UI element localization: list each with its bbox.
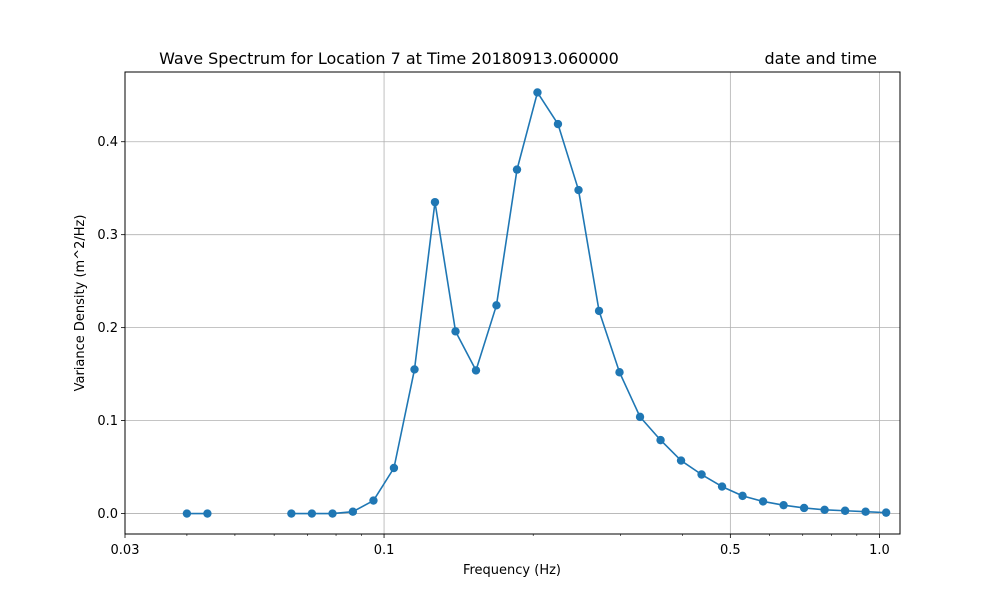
axis-ticks: 0.03 0.1 0.5 1.0 0.0 0.1 0.2 0.3 0.4	[97, 135, 890, 558]
data-point	[287, 509, 296, 518]
data-point	[533, 88, 542, 97]
y-tick-label: 0.4	[97, 135, 118, 150]
data-point	[779, 500, 788, 510]
data-point	[492, 301, 501, 310]
data-point	[738, 491, 747, 501]
data-point	[594, 306, 604, 316]
data-point	[840, 506, 850, 515]
data-point	[369, 496, 378, 505]
data-point	[820, 505, 829, 515]
data-point	[697, 470, 706, 479]
chart-title: Wave Spectrum for Location 7 at Time 201…	[159, 49, 619, 68]
data-point	[676, 456, 686, 465]
y-tick-label: 0.1	[97, 414, 118, 429]
grid	[124, 72, 900, 534]
data-point	[553, 119, 563, 129]
y-tick-label: 0.0	[97, 507, 118, 522]
x-tick-label: 0.1	[374, 543, 395, 558]
x-axis-label: Frequency (Hz)	[463, 563, 561, 578]
x-tick-label: 0.03	[111, 543, 140, 558]
chart-title-right: date and time	[765, 49, 878, 68]
data-point	[471, 366, 481, 375]
y-axis-label: Variance Density (m^2/Hz)	[73, 215, 88, 392]
data-point	[389, 463, 399, 473]
data-point	[182, 509, 192, 518]
data-point	[512, 165, 522, 174]
data-point	[881, 508, 891, 517]
x-tick-label: 1.0	[869, 543, 890, 558]
data-point	[328, 509, 337, 518]
data-point	[656, 435, 665, 445]
data-point	[203, 509, 212, 518]
y-tick-label: 0.2	[97, 321, 118, 336]
data-point	[861, 507, 870, 516]
data-point	[717, 482, 727, 491]
data-point	[307, 509, 317, 518]
data-point	[574, 185, 583, 195]
data-point	[615, 368, 624, 377]
data-point	[430, 197, 440, 207]
y-tick-label: 0.3	[97, 228, 118, 243]
data-point	[410, 365, 419, 374]
data-point	[758, 497, 768, 506]
x-tick-label: 0.5	[720, 543, 741, 558]
data-point	[635, 412, 645, 422]
plot-data	[182, 88, 891, 518]
data-point	[348, 507, 358, 516]
data-point	[451, 327, 460, 336]
data-point	[799, 503, 809, 513]
plot-frame	[124, 71, 901, 535]
